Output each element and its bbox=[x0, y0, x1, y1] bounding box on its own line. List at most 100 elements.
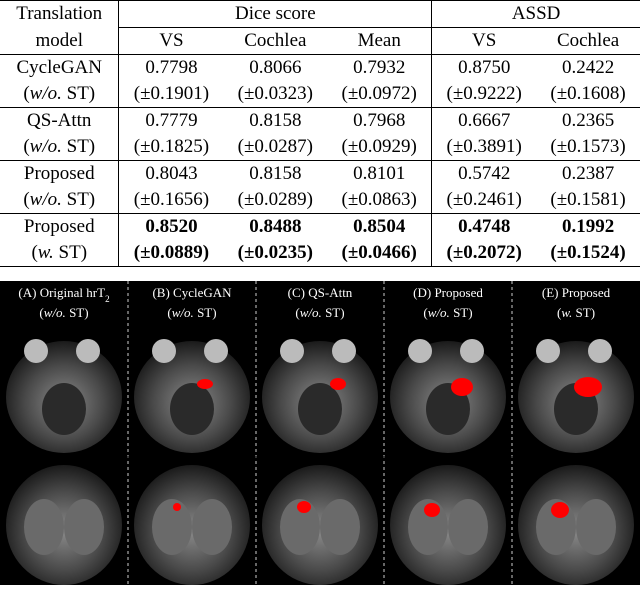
value: 0.8750 bbox=[458, 57, 511, 78]
std: (±0.1573) bbox=[550, 136, 626, 157]
qualifier-part: ( bbox=[167, 305, 171, 320]
std-cell: (±0.0287) bbox=[223, 134, 327, 161]
std: (±0.1524) bbox=[550, 242, 626, 263]
std-cell: (±0.1656) bbox=[119, 187, 223, 214]
qualifier-part: ST) bbox=[61, 189, 96, 210]
cerebellum bbox=[152, 499, 192, 555]
row: Proposed 0.8043 0.8158 0.8101 0.5742 0.2387 bbox=[0, 160, 640, 187]
std: (±0.1901) bbox=[133, 83, 210, 104]
std: (±0.9222) bbox=[446, 83, 522, 104]
value-cell: 0.8488 bbox=[223, 213, 328, 240]
row: (w. ST) (±0.0889) (±0.0235) (±0.0466) (±0.20… bbox=[0, 240, 640, 267]
value-cell: 0.8066 bbox=[223, 54, 328, 81]
eye bbox=[460, 339, 484, 363]
value-cell: 0.8750 bbox=[431, 54, 537, 81]
row: (w/o. ST) (±0.1901) (±0.0323) (±0.0972) (±0.… bbox=[0, 81, 640, 108]
value: 0.8158 bbox=[249, 110, 302, 131]
group-header: ASSD bbox=[431, 0, 640, 28]
header-row: model VS Cochlea Mean VS Cochlea bbox=[0, 27, 640, 55]
brain-slice bbox=[390, 465, 506, 585]
eye bbox=[204, 339, 228, 363]
std-cell: (±0.0466) bbox=[327, 240, 433, 267]
value-cell: 0.7932 bbox=[327, 54, 433, 81]
qualifier-part: ( bbox=[23, 189, 30, 210]
row: Proposed 0.8520 0.8488 0.8504 0.4748 0.1992 bbox=[0, 213, 640, 240]
label-part: (C) QS-Attn bbox=[288, 285, 353, 300]
std: (±0.0889) bbox=[133, 242, 210, 263]
std: (±0.2072) bbox=[446, 242, 522, 263]
qualifier-part: ( bbox=[23, 83, 30, 104]
model-name: Proposed bbox=[0, 160, 120, 187]
qualifier-part: w/o. bbox=[44, 305, 66, 320]
panel-qualifier: (w/o. ST) bbox=[423, 305, 472, 320]
cerebellum bbox=[24, 499, 64, 555]
value-cell: 0.6667 bbox=[431, 107, 537, 134]
segmentation bbox=[574, 377, 602, 397]
qualifier-part: w/o. bbox=[29, 189, 62, 210]
brain-slice bbox=[518, 465, 634, 585]
qualifier-part: ( bbox=[23, 136, 30, 157]
qualifier-part: w/o. bbox=[29, 83, 62, 104]
std-cell: (±0.2072) bbox=[431, 240, 537, 267]
value-cell: 0.8158 bbox=[223, 107, 328, 134]
model-qualifier: (w/o. ST) bbox=[0, 134, 120, 161]
value: 0.2387 bbox=[561, 163, 615, 184]
label-part: (B) CycleGAN bbox=[152, 285, 232, 300]
cerebellum bbox=[320, 499, 360, 555]
value-cell: 0.2387 bbox=[536, 160, 640, 187]
label-part: (D) Proposed bbox=[413, 285, 483, 300]
panel-label: (A) Original hrT2 bbox=[18, 285, 109, 304]
model-name: Proposed bbox=[0, 213, 120, 240]
value-cell: 0.7798 bbox=[118, 54, 224, 81]
value: 0.8504 bbox=[353, 216, 406, 237]
std: (±0.0972) bbox=[341, 83, 417, 104]
value: 0.7968 bbox=[353, 110, 406, 131]
value: 0.4748 bbox=[458, 216, 511, 237]
panel-label: (D) Proposed bbox=[413, 285, 483, 300]
qualifier-part: ST) bbox=[66, 305, 89, 320]
mri-figure: (A) Original hrT2(w/o. ST)(B) CycleGAN(w… bbox=[0, 281, 640, 585]
std-cell: (±0.0323) bbox=[223, 81, 327, 108]
std-cell: (±0.1901) bbox=[119, 81, 223, 108]
qualifier-part: ( bbox=[423, 305, 427, 320]
cerebellum bbox=[280, 499, 320, 555]
value-cell: 0.4748 bbox=[431, 213, 537, 240]
segmentation bbox=[173, 503, 181, 511]
qualifier-part: w. bbox=[37, 242, 54, 263]
value: 0.8520 bbox=[145, 216, 198, 237]
panel-label: (E) Proposed bbox=[542, 285, 611, 300]
header-cell: Translation bbox=[0, 0, 120, 28]
eye bbox=[536, 339, 560, 363]
model-qualifier: (w/o. ST) bbox=[0, 81, 120, 108]
value: 0.8101 bbox=[353, 163, 406, 184]
panel-qualifier: (w/o. ST) bbox=[167, 305, 216, 320]
label-part: (A) Original hrT bbox=[18, 285, 105, 300]
eye bbox=[588, 339, 612, 363]
row: QS-Attn 0.7779 0.8158 0.7968 0.6667 0.2365 bbox=[0, 107, 640, 134]
std: (±0.1581) bbox=[550, 189, 626, 210]
value-cell: 0.7779 bbox=[118, 107, 224, 134]
value: 0.7779 bbox=[145, 110, 198, 131]
value-cell: 0.8520 bbox=[118, 213, 224, 240]
value-cell: 0.8101 bbox=[327, 160, 433, 187]
qualifier-part: ST) bbox=[322, 305, 345, 320]
std-cell: (±0.1825) bbox=[119, 134, 223, 161]
std-cell: (±0.9222) bbox=[432, 81, 536, 108]
qualifier-part: w/o. bbox=[172, 305, 194, 320]
value-cell: 0.5742 bbox=[431, 160, 537, 187]
std: (±0.1825) bbox=[133, 136, 210, 157]
std: (±0.0929) bbox=[341, 136, 417, 157]
qualifier-part: w/o. bbox=[29, 136, 62, 157]
model-name: CycleGAN bbox=[0, 54, 120, 81]
std-cell: (±0.1524) bbox=[536, 240, 640, 267]
column-header: Cochlea bbox=[536, 27, 640, 55]
panel-qualifier: (w. ST) bbox=[557, 305, 595, 320]
value-cell: 0.2365 bbox=[536, 107, 640, 134]
value: 0.6667 bbox=[458, 110, 511, 131]
std: (±0.0323) bbox=[237, 83, 314, 104]
qualifier-part: ST) bbox=[450, 305, 473, 320]
brainstem bbox=[170, 383, 214, 435]
value-cell: 0.2422 bbox=[536, 54, 640, 81]
brainstem bbox=[298, 383, 342, 435]
